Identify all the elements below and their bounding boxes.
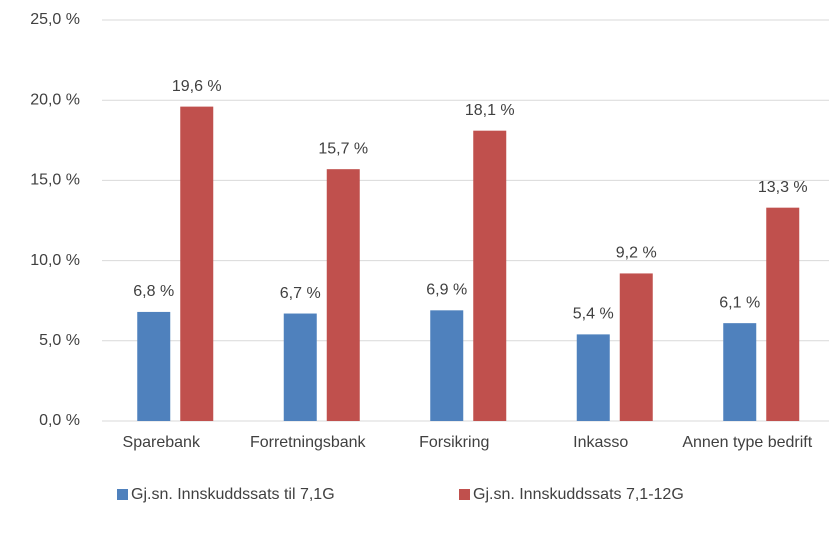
x-tick-label: Sparebank <box>122 434 200 451</box>
value-label: 9,2 % <box>616 245 657 262</box>
value-label: 6,8 % <box>133 283 174 300</box>
x-tick-label: Forretningsbank <box>249 434 366 451</box>
x-label-box: Forsikring <box>419 434 490 451</box>
bar <box>473 130 507 421</box>
x-tick-label: Inkasso <box>573 434 629 451</box>
legend-label: Gj.sn. Innskuddssats til 7,1G <box>131 486 335 503</box>
bar <box>180 106 214 421</box>
y-tick-label: 5,0 % <box>39 332 80 349</box>
x-label-box: Sparebank <box>122 434 200 451</box>
x-label-box: Annen type bedrift <box>682 434 813 451</box>
x-label-box: Inkasso <box>573 434 629 451</box>
legend-swatch <box>117 489 128 500</box>
value-label: 15,7 % <box>318 140 368 157</box>
bar <box>723 323 757 421</box>
value-label: 13,3 % <box>758 179 808 196</box>
legend-label: Gj.sn. Innskuddssats 7,1-12G <box>473 486 684 503</box>
x-label-box: Forretningsbank <box>249 434 366 451</box>
y-tick-label: 20,0 % <box>30 91 80 108</box>
bar <box>766 207 800 421</box>
y-tick-label: 25,0 % <box>30 11 80 28</box>
bar <box>430 310 464 421</box>
value-label: 19,6 % <box>172 78 222 95</box>
y-tick-label: 10,0 % <box>30 252 80 269</box>
y-tick-label: 15,0 % <box>30 172 80 189</box>
y-tick-label: 0,0 % <box>39 412 80 429</box>
x-tick-label: Forsikring <box>419 434 490 451</box>
value-label: 18,1 % <box>465 102 515 119</box>
bar <box>619 273 653 421</box>
bar <box>576 334 610 421</box>
legend-swatch <box>459 489 470 500</box>
value-label: 6,9 % <box>426 282 467 299</box>
x-tick-label: Annen type bedrift <box>682 434 813 451</box>
value-label: 6,7 % <box>280 285 321 302</box>
value-label: 5,4 % <box>573 306 614 323</box>
bar <box>137 311 171 421</box>
bar <box>283 313 317 421</box>
bar <box>326 169 360 421</box>
value-label: 6,1 % <box>719 294 760 311</box>
